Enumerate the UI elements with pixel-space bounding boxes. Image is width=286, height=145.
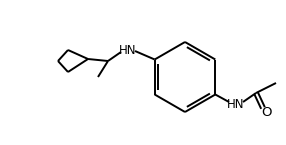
Text: O: O (262, 106, 272, 118)
Text: HN: HN (119, 44, 137, 57)
Text: HN: HN (227, 97, 245, 110)
